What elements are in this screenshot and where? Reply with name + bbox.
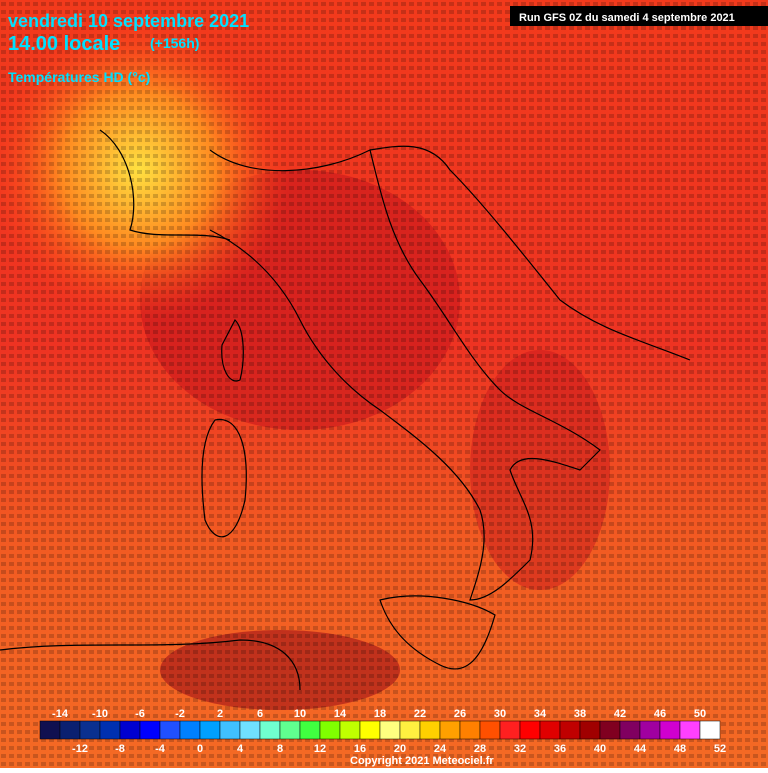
- legend-swatch: [599, 720, 621, 740]
- legend-label: 10: [294, 708, 306, 720]
- legend-swatch: [539, 720, 561, 740]
- legend-swatch: [139, 720, 161, 740]
- legend-swatch: [679, 720, 701, 740]
- legend-swatch: [559, 720, 581, 740]
- legend-label: -14: [52, 708, 69, 720]
- legend-label: 48: [674, 743, 686, 755]
- lead-time: (+156h): [150, 35, 199, 51]
- legend-swatch: [119, 720, 141, 740]
- forecast-date: vendredi 10 septembre 2021: [8, 11, 249, 31]
- legend-label: 44: [634, 743, 647, 755]
- legend-label: 50: [694, 708, 706, 720]
- legend-label: -4: [155, 743, 166, 755]
- legend-swatch: [79, 720, 101, 740]
- legend-swatch: [499, 720, 521, 740]
- legend-swatch: [299, 720, 321, 740]
- legend-label: 14: [334, 708, 347, 720]
- legend-swatch: [419, 720, 441, 740]
- legend-label: -12: [72, 743, 88, 755]
- run-info: Run GFS 0Z du samedi 4 septembre 2021: [519, 12, 735, 24]
- coastlines: [0, 129, 691, 691]
- legend-swatch: [639, 720, 661, 740]
- legend-swatch: [399, 720, 421, 740]
- legend-swatch: [659, 720, 681, 740]
- legend-label: 24: [434, 743, 447, 755]
- color-legend: -14 -10 -6 -2 2 6 10 14 18 22 26 30 34 38 42 46 50-12 -8-…: [39, 708, 726, 755]
- legend-swatch: [239, 720, 261, 740]
- legend-label: 36: [554, 743, 566, 755]
- legend-swatch: [319, 720, 341, 740]
- legend-swatch: [219, 720, 241, 740]
- legend-swatch: [99, 720, 121, 740]
- legend-swatch: [259, 720, 281, 740]
- legend-swatch: [579, 720, 601, 740]
- legend-label: 2: [217, 708, 223, 720]
- legend-label: -2: [175, 708, 185, 720]
- legend-swatch: [439, 720, 461, 740]
- legend-swatch: [459, 720, 481, 740]
- legend-swatch: [179, 720, 201, 740]
- legend-label: 22: [414, 708, 426, 720]
- forecast-time: 14.00 locale: [8, 33, 120, 55]
- legend-label: 52: [714, 743, 726, 755]
- parameter-name: Températures HD (°c): [8, 69, 150, 85]
- legend-label: -6: [135, 708, 145, 720]
- legend-label: 8: [277, 743, 283, 755]
- legend-swatch: [59, 720, 81, 740]
- legend-label: 34: [534, 708, 547, 720]
- legend-label: -8: [115, 743, 125, 755]
- legend-label: 16: [354, 743, 366, 755]
- legend-label: 12: [314, 743, 326, 755]
- legend-label: 40: [594, 743, 606, 755]
- legend-swatch: [199, 720, 221, 740]
- legend-swatch: [519, 720, 541, 740]
- legend-label: -10: [92, 708, 108, 720]
- legend-label: 38: [574, 708, 586, 720]
- legend-label: 28: [474, 743, 486, 755]
- legend-swatch: [359, 720, 381, 740]
- legend-swatch: [619, 720, 641, 740]
- legend-swatch: [279, 720, 301, 740]
- legend-label: 20: [394, 743, 406, 755]
- legend-label: 30: [494, 708, 506, 720]
- legend-label: 0: [197, 743, 203, 755]
- legend-swatch: [379, 720, 401, 740]
- run-banner: [510, 6, 768, 26]
- legend-swatch: [159, 720, 181, 740]
- legend-swatch: [699, 720, 721, 740]
- legend-label: 4: [237, 743, 244, 755]
- legend-swatch: [39, 720, 61, 740]
- legend-label: 42: [614, 708, 626, 720]
- copyright: Copyright 2021 Meteociel.fr: [350, 755, 494, 767]
- legend-label: 46: [654, 708, 666, 720]
- legend-label: 18: [374, 708, 386, 720]
- legend-label: 26: [454, 708, 466, 720]
- legend-swatch: [339, 720, 361, 740]
- legend-label: 6: [257, 708, 263, 720]
- legend-swatch: [479, 720, 501, 740]
- legend-label: 32: [514, 743, 526, 755]
